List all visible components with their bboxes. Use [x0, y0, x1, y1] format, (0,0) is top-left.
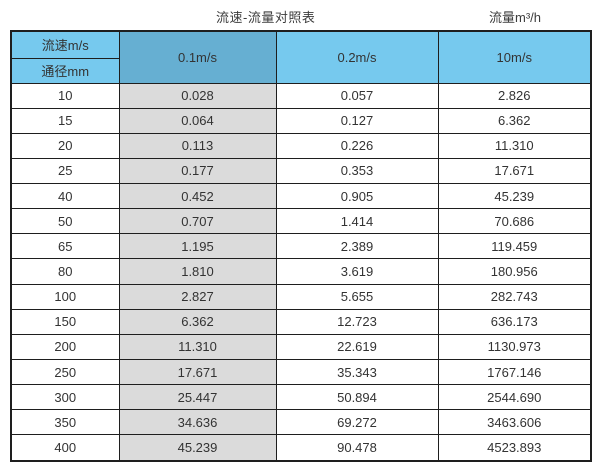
table-row: 150 6.362 12.723 636.173 [10, 308, 592, 335]
diameter-cell: 50 [10, 208, 120, 235]
diameter-cell: 400 [10, 434, 120, 462]
flow-10ms-cell: 2.826 [437, 82, 592, 109]
flow-0p2ms-cell: 90.478 [275, 434, 439, 462]
header-cell-0p1ms: 0.1m/s [118, 30, 277, 84]
flow-0p1ms-cell: 0.064 [118, 107, 277, 134]
table-row: 20 0.113 0.226 11.310 [10, 132, 592, 159]
table-row: 250 17.671 35.343 1767.146 [10, 359, 592, 386]
flow-10ms-cell: 1130.973 [437, 333, 592, 361]
velocity-flow-table: 流速m/s 0.1m/s 0.2m/s 10m/s 通径mm 10 0.028 … [10, 30, 592, 462]
diameter-cell: 10 [10, 82, 120, 109]
flow-10ms-cell: 45.239 [437, 183, 592, 210]
flow-0p2ms-cell: 0.905 [275, 183, 439, 210]
table-row: 65 1.195 2.389 119.459 [10, 233, 592, 260]
table-row: 200 11.310 22.619 1130.973 [10, 333, 592, 361]
table-title: 流速-流量对照表 [216, 10, 316, 25]
table-row: 400 45.239 90.478 4523.893 [10, 434, 592, 462]
diameter-cell: 15 [10, 107, 120, 134]
flow-0p1ms-cell: 1.810 [118, 258, 277, 285]
diameter-cell: 300 [10, 384, 120, 411]
table-row: 10 0.028 0.057 2.826 [10, 82, 592, 109]
flow-0p1ms-cell: 1.195 [118, 233, 277, 260]
flow-unit-label: 流量m³/h [489, 10, 542, 25]
flow-0p2ms-cell: 5.655 [275, 283, 439, 310]
table-row: 15 0.064 0.127 6.362 [10, 107, 592, 134]
corner-diameter-label: 通径mm [10, 57, 120, 84]
diameter-cell: 200 [10, 333, 120, 361]
diameter-cell: 65 [10, 233, 120, 260]
flow-0p2ms-cell: 22.619 [275, 333, 439, 361]
titlebar: 流速-流量对照表 流量m³/h [0, 0, 600, 30]
flow-0p2ms-cell: 69.272 [275, 409, 439, 436]
diameter-cell: 250 [10, 359, 120, 386]
flow-0p2ms-cell: 50.894 [275, 384, 439, 411]
flow-0p1ms-cell: 0.028 [118, 82, 277, 109]
flow-10ms-cell: 4523.893 [437, 434, 592, 462]
flow-10ms-cell: 6.362 [437, 107, 592, 134]
flow-10ms-cell: 1767.146 [437, 359, 592, 386]
flow-10ms-cell: 17.671 [437, 157, 592, 185]
flow-10ms-cell: 11.310 [437, 132, 592, 159]
diameter-cell: 350 [10, 409, 120, 436]
diameter-cell: 40 [10, 183, 120, 210]
table-row: 80 1.810 3.619 180.956 [10, 258, 592, 285]
table-row: 350 34.636 69.272 3463.606 [10, 409, 592, 436]
flow-0p2ms-cell: 0.353 [275, 157, 439, 185]
flow-0p2ms-cell: 1.414 [275, 208, 439, 235]
diameter-cell: 80 [10, 258, 120, 285]
flow-10ms-cell: 180.956 [437, 258, 592, 285]
flow-0p1ms-cell: 2.827 [118, 283, 277, 310]
table-row: 100 2.827 5.655 282.743 [10, 283, 592, 310]
flow-10ms-cell: 70.686 [437, 208, 592, 235]
flow-0p1ms-cell: 45.239 [118, 434, 277, 462]
flow-10ms-cell: 119.459 [437, 233, 592, 260]
flow-0p1ms-cell: 0.452 [118, 183, 277, 210]
diameter-cell: 150 [10, 308, 120, 335]
flow-10ms-cell: 2544.690 [437, 384, 592, 411]
flow-0p2ms-cell: 35.343 [275, 359, 439, 386]
flow-0p2ms-cell: 0.057 [275, 82, 439, 109]
header-cell-0p2ms: 0.2m/s [275, 30, 439, 84]
table-body: 流速m/s 0.1m/s 0.2m/s 10m/s 通径mm 10 0.028 … [10, 30, 592, 462]
table-row: 50 0.707 1.414 70.686 [10, 208, 592, 235]
flow-0p1ms-cell: 25.447 [118, 384, 277, 411]
corner-velocity-label: 流速m/s [10, 30, 120, 59]
flow-0p1ms-cell: 17.671 [118, 359, 277, 386]
flow-0p1ms-cell: 0.707 [118, 208, 277, 235]
flow-0p2ms-cell: 0.127 [275, 107, 439, 134]
diameter-cell: 25 [10, 157, 120, 185]
flow-10ms-cell: 3463.606 [437, 409, 592, 436]
header-row-diameter: 通径mm [10, 57, 591, 84]
diameter-cell: 100 [10, 283, 120, 310]
table-row: 300 25.447 50.894 2544.690 [10, 384, 592, 411]
diameter-cell: 20 [10, 132, 120, 159]
flow-0p1ms-cell: 11.310 [118, 333, 277, 361]
table-row: 25 0.177 0.353 17.671 [10, 157, 592, 185]
flow-0p1ms-cell: 0.177 [118, 157, 277, 185]
flow-10ms-cell: 282.743 [437, 283, 592, 310]
flow-0p2ms-cell: 3.619 [275, 258, 439, 285]
flow-0p1ms-cell: 6.362 [118, 308, 277, 335]
flow-0p2ms-cell: 2.389 [275, 233, 439, 260]
flow-10ms-cell: 636.173 [437, 308, 592, 335]
header-row-velocity: 流速m/s 0.1m/s 0.2m/s 10m/s [10, 30, 592, 84]
header-cell-10ms: 10m/s [437, 30, 592, 84]
flow-0p2ms-cell: 0.226 [275, 132, 439, 159]
flow-0p1ms-cell: 34.636 [118, 409, 277, 436]
flow-0p1ms-cell: 0.113 [118, 132, 277, 159]
flow-0p2ms-cell: 12.723 [275, 308, 439, 335]
table-row: 40 0.452 0.905 45.239 [10, 183, 592, 210]
